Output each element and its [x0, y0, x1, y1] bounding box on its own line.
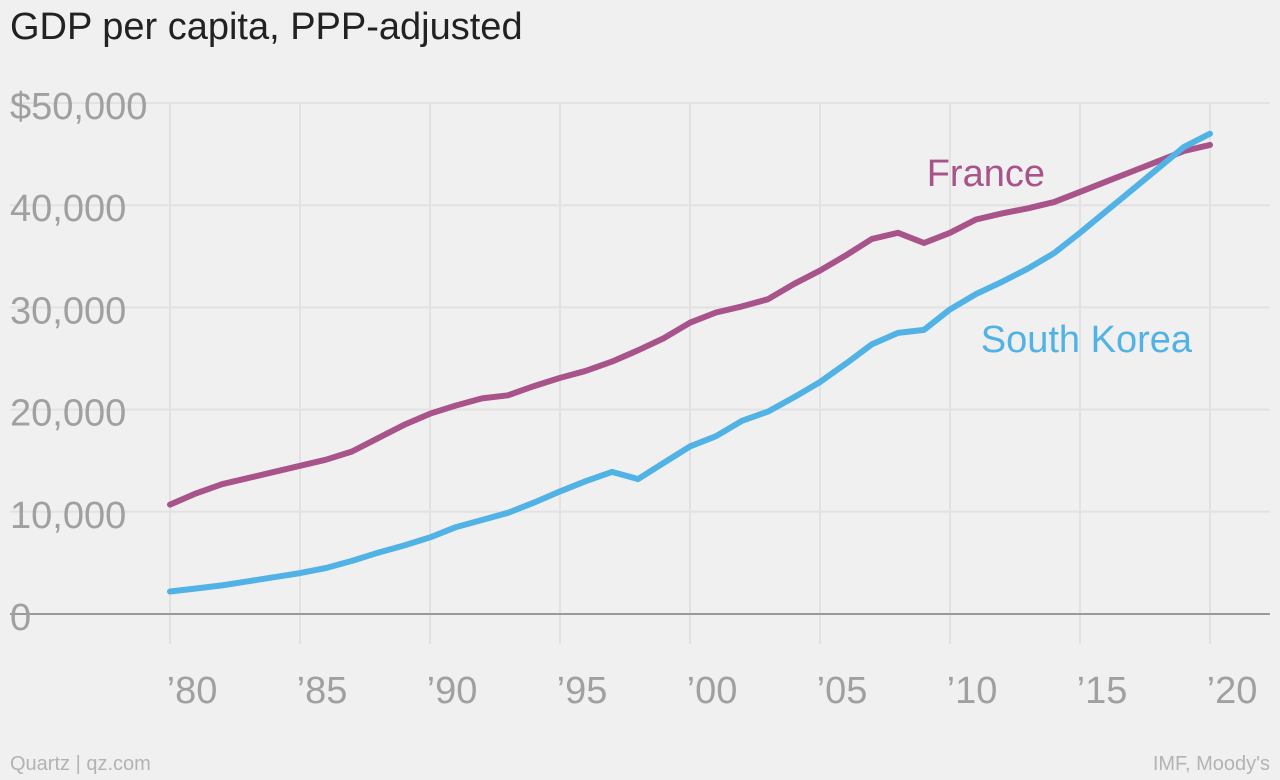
series-line-france [167, 141, 1213, 508]
x-tick-label: ’05 [817, 670, 868, 712]
y-tick-label: $50,000 [10, 86, 147, 128]
gridlines [10, 102, 1270, 644]
y-tick-label: 20,000 [10, 393, 126, 435]
y-tick-label: 40,000 [10, 188, 126, 230]
axis-labels: ’80 ’85 ’90 ’95 ’00 ’05 ’10 ’15 ’20 0 10,000 20,000… [10, 86, 1257, 712]
x-tick-label: ’15 [1077, 670, 1128, 712]
x-tick-label: ’85 [297, 670, 348, 712]
y-tick-label: 30,000 [10, 290, 126, 332]
series-labels: France South Korea [927, 153, 1193, 361]
x-tick-label: ’90 [427, 670, 478, 712]
series-lines [167, 130, 1213, 595]
y-tick-label: 0 [10, 597, 31, 639]
series-line-south-korea [167, 130, 1213, 595]
x-tick-label: ’10 [947, 670, 998, 712]
footer-source: IMF, Moody's [1152, 753, 1270, 775]
x-tick-label: ’95 [557, 670, 608, 712]
x-tick-label: ’00 [687, 670, 738, 712]
x-tick-label: ’80 [167, 670, 218, 712]
y-tick-label: 10,000 [10, 495, 126, 537]
footer-credit: Quartz | qz.com [10, 753, 151, 775]
chart-title: GDP per capita, PPP-adjusted [10, 6, 523, 48]
x-tick-label: ’20 [1207, 670, 1258, 712]
series-label-france: France [927, 153, 1045, 195]
series-label-south-korea: South Korea [981, 319, 1193, 361]
